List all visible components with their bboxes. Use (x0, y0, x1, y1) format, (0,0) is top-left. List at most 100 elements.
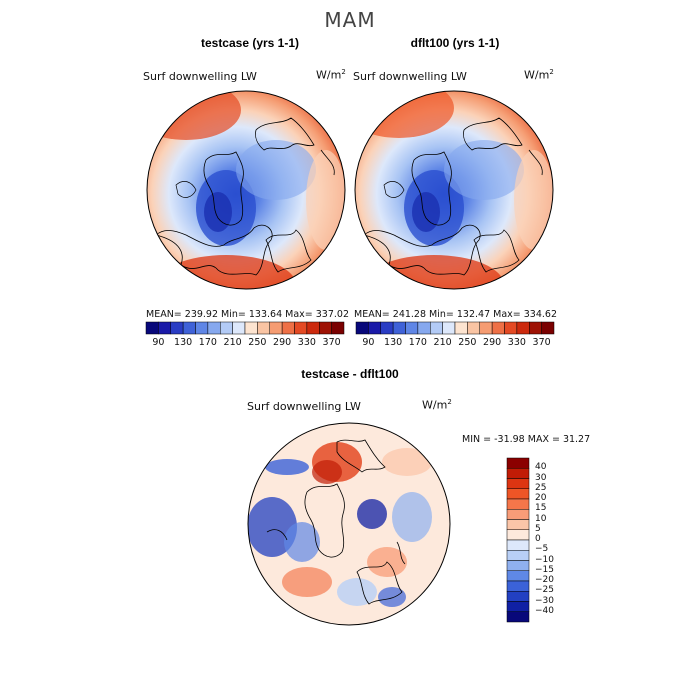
colorbar-swatch (506, 591, 530, 602)
colorbar-tick-label: 290 (483, 337, 502, 348)
colorbar-swatch (368, 321, 381, 335)
colorbar-swatch (506, 601, 530, 612)
colorbar-tick-label: 210 (433, 337, 452, 348)
variable-label-dflt100: Surf downwelling LW (353, 70, 467, 83)
colorbar-swatch (232, 321, 246, 335)
variable-label-testcase: Surf downwelling LW (143, 70, 257, 83)
colorbar-swatch (442, 321, 456, 335)
colorbar-swatch (182, 321, 196, 335)
colorbar-tick-label: 290 (273, 337, 292, 348)
colorbar-tick-label: −10 (535, 554, 554, 565)
colorbar-swatch (306, 321, 320, 335)
colorbar-swatch (506, 478, 530, 489)
colorbar-swatch (506, 519, 530, 530)
colorbar-tick-label: 130 (384, 337, 403, 348)
colorbar-swatch (504, 321, 518, 335)
colorbar-swatch (220, 321, 233, 335)
panel-title-testcase: testcase (yrs 1-1) (200, 36, 300, 50)
main-title: MAM (324, 8, 376, 32)
stats-difference: MIN = -31.98 MAX = 31.27 (462, 434, 591, 445)
colorbar-swatch (479, 321, 493, 335)
colorbar-swatch (257, 321, 270, 335)
colorbar-tick-label: 130 (174, 337, 193, 348)
colorbar-swatch (207, 321, 221, 335)
colorbar-tick-label: −20 (535, 575, 554, 585)
colorbar-swatch (405, 321, 419, 335)
colorbar-ticks-dflt100: 90 130 170 210 250 290 330 370 (356, 337, 554, 351)
panel-title-dflt100: dflt100 (yrs 1-1) (410, 36, 500, 50)
colorbar-dflt100 (355, 321, 555, 335)
colorbar-tick-label: 250 (458, 337, 477, 348)
colorbar-swatch (281, 321, 295, 335)
colorbar-tick-label: 5 (535, 523, 541, 534)
colorbar-swatch (506, 529, 530, 541)
polar-map-testcase (146, 90, 346, 290)
colorbar-tick-label: 20 (535, 493, 547, 503)
colorbar-tick-label: −40 (535, 605, 554, 616)
colorbar-swatch (506, 457, 530, 469)
panel-title-difference: testcase - dflt100 (301, 367, 399, 381)
colorbar-swatch (506, 611, 530, 623)
colorbar-tick-label: 90 (152, 337, 165, 348)
colorbar-testcase (145, 321, 345, 335)
unit-label-testcase: W/m2 (316, 68, 346, 82)
colorbar-swatch (516, 321, 530, 335)
polar-map-difference (247, 422, 451, 626)
colorbar-swatch (244, 321, 258, 335)
colorbar-tick-label: 210 (223, 337, 242, 348)
colorbar-tick-label: 15 (535, 503, 547, 514)
colorbar-swatch (506, 509, 530, 520)
colorbar-swatch (529, 321, 542, 335)
colorbar-swatch (319, 321, 332, 335)
colorbar-swatch (467, 321, 480, 335)
colorbar-tick-label: −30 (535, 595, 554, 606)
colorbar-swatch (417, 321, 431, 335)
colorbar-swatch (145, 321, 159, 335)
colorbar-swatch (506, 580, 530, 592)
colorbar-swatch (195, 321, 209, 335)
colorbar-swatch (269, 321, 283, 335)
colorbar-tick-label: 370 (322, 337, 341, 348)
colorbar-swatch (454, 321, 468, 335)
colorbar-swatch (506, 539, 530, 551)
colorbar-ticks-testcase: 90 130 170 210 250 290 330 370 (146, 337, 344, 351)
colorbar-swatch (491, 321, 505, 335)
colorbar-swatch (170, 321, 184, 335)
colorbar-swatch (355, 321, 369, 335)
variable-label-difference: Surf downwelling LW (247, 400, 361, 413)
colorbar-tick-label: 0 (535, 534, 541, 544)
colorbar-tick-label: 330 (297, 337, 316, 348)
stats-dflt100: MEAN= 241.28 Min= 132.47 Max= 334.62 (354, 309, 558, 320)
colorbar-swatch (392, 321, 406, 335)
colorbar-swatch (506, 468, 530, 479)
colorbar-swatch (506, 560, 530, 571)
colorbar-swatch (506, 550, 530, 561)
colorbar-tick-label: −5 (535, 544, 549, 555)
colorbar-tick-label: 170 (198, 337, 217, 348)
colorbar-tick-label: 10 (535, 513, 547, 524)
colorbar-tick-label: 170 (408, 337, 427, 348)
polar-map-dflt100 (354, 90, 554, 290)
colorbar-swatch (506, 488, 530, 500)
colorbar-swatch (380, 321, 394, 335)
colorbar-tick-label: 30 (535, 472, 547, 483)
colorbar-tick-label: 25 (535, 482, 547, 493)
colorbar-tick-label: 370 (532, 337, 551, 348)
colorbar-tick-label: 40 (535, 462, 547, 473)
colorbar-tick-label: 250 (248, 337, 267, 348)
colorbar-swatch (541, 321, 555, 335)
colorbar-difference (506, 457, 530, 623)
colorbar-tick-label: 90 (362, 337, 375, 348)
colorbar-swatch (158, 321, 171, 335)
stats-testcase: MEAN= 239.92 Min= 133.64 Max= 337.02 (146, 309, 350, 320)
colorbar-swatch (331, 321, 345, 335)
colorbar-ticks-difference: 40 30 25 20 15 10 5 0 −5 −10 −15 −20 −25 −30 −40 (535, 458, 575, 622)
colorbar-swatch (294, 321, 308, 335)
unit-label-dflt100: W/m2 (524, 68, 554, 82)
colorbar-swatch (506, 498, 530, 510)
colorbar-tick-label: −25 (535, 585, 554, 596)
colorbar-swatch (430, 321, 443, 335)
colorbar-tick-label: 330 (507, 337, 526, 348)
unit-label-difference: W/m2 (422, 398, 452, 412)
colorbar-swatch (506, 570, 530, 582)
